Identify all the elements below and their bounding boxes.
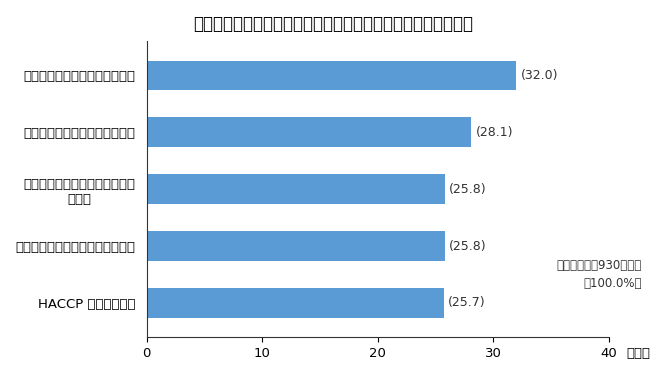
Text: (28.1): (28.1): [476, 126, 514, 139]
Text: (25.8): (25.8): [450, 240, 487, 252]
Bar: [147, 117, 471, 147]
Text: 食品製造業：930事業所
（100.0%）: 食品製造業：930事業所 （100.0%）: [557, 259, 642, 290]
Bar: [147, 288, 444, 318]
Text: 図４　輸出に取り組む際の課題（食品製造業）　（複数回答）: 図４ 輸出に取り組む際の課題（食品製造業） （複数回答）: [193, 15, 474, 33]
Bar: [147, 61, 516, 90]
Bar: [147, 174, 445, 204]
Text: (25.8): (25.8): [450, 183, 487, 196]
Text: （％）: （％）: [626, 347, 650, 360]
Text: (32.0): (32.0): [521, 69, 558, 82]
Bar: [147, 231, 445, 261]
Text: (25.7): (25.7): [448, 296, 486, 309]
